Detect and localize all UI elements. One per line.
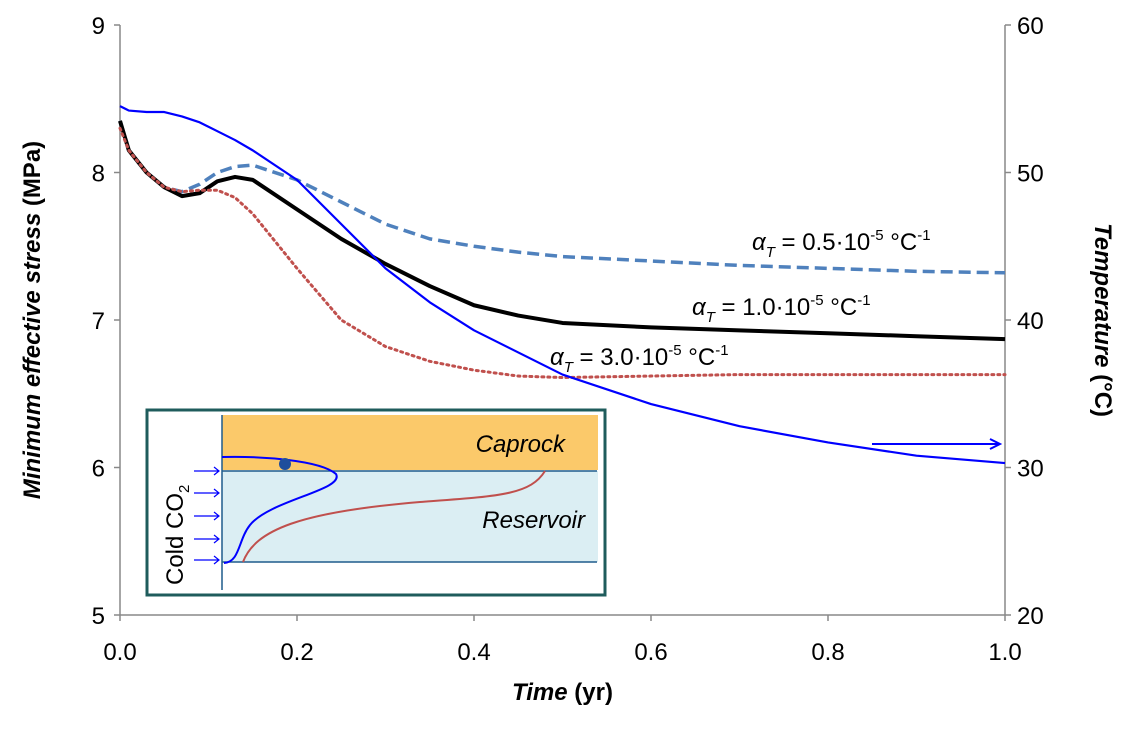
y-tick-label: 6: [92, 456, 105, 483]
cold-co2-sub: 2: [176, 485, 193, 493]
y2-tick-label: 60: [1017, 13, 1044, 40]
x-tick-label: 0.6: [634, 639, 667, 666]
stress-profile: [242, 470, 546, 563]
annotation-sub: T: [766, 244, 777, 261]
series-line: [118, 126, 1007, 380]
annotation-symbol: α: [752, 229, 767, 256]
annotation-eq: = 3.0·10: [573, 344, 668, 371]
y-tick-label: 8: [92, 161, 105, 188]
annotation-exp: -5: [668, 342, 681, 359]
caprock-label: Caprock: [476, 431, 567, 458]
y2-title-main: Temperature: [1089, 223, 1116, 368]
annotation-eq: = 0.5·10: [775, 229, 870, 256]
series-line: [118, 120, 1006, 275]
series-line: [118, 120, 1006, 342]
y-tick-label: 5: [92, 603, 105, 630]
x-tick-label: 0.4: [457, 639, 490, 666]
y2-tick-label: 50: [1017, 161, 1044, 188]
y-title-main: Minimum effective stress: [19, 213, 46, 499]
x-tick-label: 0.8: [811, 639, 844, 666]
series-annotation: αT = 1.0·10-5 °C-1: [692, 292, 871, 326]
cold-co2-label: Cold CO2: [162, 485, 193, 585]
y2-tick-label: 40: [1017, 308, 1044, 335]
annotation-exp: -5: [810, 292, 823, 309]
y-tick-label: 7: [92, 308, 105, 335]
annotation-sub: T: [564, 359, 575, 376]
injection-arrows: [194, 466, 220, 565]
annotation-exp: -5: [870, 227, 883, 244]
annotation-unit-exp: -1: [857, 292, 870, 309]
y-title-unit: (MPa): [19, 141, 46, 206]
x-title-space: [568, 679, 575, 706]
annotation-symbol: α: [550, 344, 565, 371]
y-axis-title: Minimum effective stress (MPa): [19, 141, 46, 499]
y-title-space: [19, 206, 46, 213]
annotation-unit: °C: [884, 229, 918, 256]
x-axis-title: Time (yr): [512, 679, 613, 706]
annotation-unit: °C: [682, 344, 716, 371]
reservoir-label: Reservoir: [482, 507, 586, 534]
annotation-symbol: α: [692, 294, 707, 321]
cold-co2-text: Cold CO: [162, 493, 189, 585]
annotation-unit: °C: [824, 294, 858, 321]
y2-tick-label: 20: [1017, 603, 1044, 630]
x-tick-label: 0.2: [280, 639, 313, 666]
inset: Caprock Reservoir Cold CO2: [145, 408, 607, 597]
annotation-unit-exp: -1: [715, 342, 728, 359]
x-title-unit: (yr): [574, 679, 613, 706]
reservoir-layer: [222, 471, 598, 562]
point-marker: [279, 458, 291, 470]
y-tick-label: 9: [92, 13, 105, 40]
x-title-main: Time: [512, 679, 568, 706]
axis-pointer: [872, 438, 1003, 450]
series-annotation: αT = 3.0·10-5 °C-1: [550, 342, 729, 376]
y2-tick-label: 30: [1017, 456, 1044, 483]
annotation-sub: T: [706, 309, 717, 326]
x-tick-label: 0.0: [103, 639, 136, 666]
annotation-eq: = 1.0·10: [715, 294, 810, 321]
x-tick-label: 1.0: [988, 639, 1021, 666]
y2-title-unit: (°C): [1089, 374, 1116, 417]
y2-axis-title: Temperature (°C): [1089, 223, 1116, 417]
series-annotation: αT = 0.5·10-5 °C-1: [752, 227, 931, 261]
y2-title-space: [1089, 367, 1116, 374]
annotation-unit-exp: -1: [917, 227, 930, 244]
series-line: [119, 105, 1006, 465]
